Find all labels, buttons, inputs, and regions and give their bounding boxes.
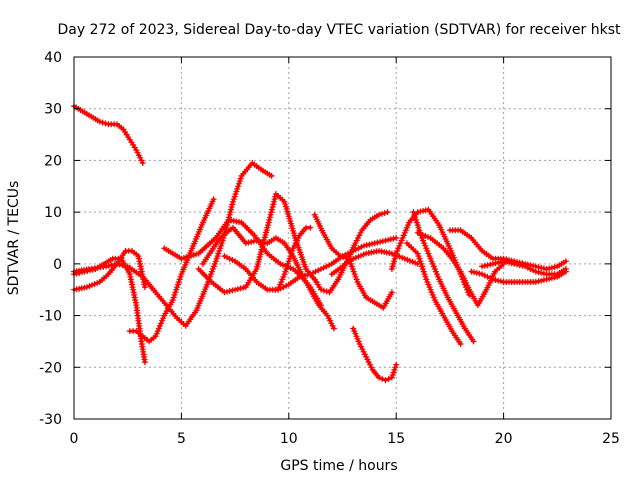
series-markers bbox=[410, 209, 477, 345]
series-track-12 bbox=[311, 211, 395, 311]
y-tick-label: 30 bbox=[44, 102, 62, 118]
series-track-9 bbox=[221, 235, 400, 293]
series-markers bbox=[479, 258, 569, 278]
x-tick-label: 10 bbox=[280, 431, 298, 447]
series-markers bbox=[350, 325, 400, 384]
series-track-10 bbox=[275, 224, 314, 293]
series-markers bbox=[311, 211, 395, 311]
series-track-17 bbox=[410, 209, 477, 345]
series-markers bbox=[195, 191, 320, 296]
plot-frame bbox=[73, 56, 612, 420]
y-tick-label: -10 bbox=[39, 309, 62, 325]
x-tick-label: 20 bbox=[495, 431, 513, 447]
y-axis-label: SDTVAR / TECUs bbox=[6, 181, 22, 296]
series-markers bbox=[199, 224, 337, 332]
y-tick-label: 20 bbox=[44, 153, 62, 169]
y-tick-label: 0 bbox=[53, 257, 62, 273]
x-tick-label: 5 bbox=[177, 431, 186, 447]
y-tick-label: -30 bbox=[39, 412, 62, 428]
series-track-14 bbox=[328, 247, 421, 278]
series-markers bbox=[403, 240, 464, 347]
series-markers bbox=[414, 229, 507, 309]
series-track-13 bbox=[350, 325, 400, 384]
y-tick-label: 10 bbox=[44, 205, 62, 221]
series-markers bbox=[328, 247, 421, 278]
x-tick-label: 15 bbox=[387, 431, 405, 447]
x-tick-label: 25 bbox=[602, 431, 620, 447]
series-track-21 bbox=[479, 258, 569, 278]
x-tick-label: 0 bbox=[70, 431, 79, 447]
y-tick-label: -20 bbox=[39, 360, 62, 376]
data-series bbox=[71, 103, 569, 384]
axis-ticks: 0 5 10 15 20 25 -30 -20 -10 0 10 20 30 40 bbox=[39, 50, 620, 447]
series-markers bbox=[275, 224, 314, 293]
series-track-16 bbox=[403, 240, 464, 347]
y-tick-label: 40 bbox=[44, 50, 62, 66]
x-axis-label: GPS time / hours bbox=[280, 458, 397, 474]
series-track-7 bbox=[199, 224, 337, 332]
chart-title: Day 272 of 2023, Sidereal Day-to-day VTE… bbox=[58, 22, 621, 38]
